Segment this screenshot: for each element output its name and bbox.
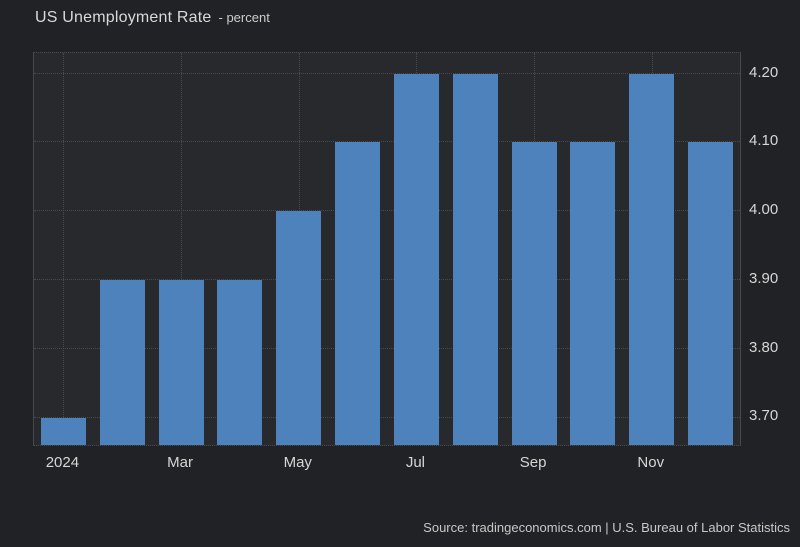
bar-dec-2024[interactable] [688,142,734,445]
h-gridline [34,210,740,212]
y-axis-label: 4.20 [749,63,779,81]
x-axis-label: Nov [637,454,665,471]
bar-jul-2024[interactable] [393,73,439,445]
y-axis-label: 4.00 [749,201,779,219]
h-gridline [34,278,740,280]
x-axis-label: Mar [167,454,193,471]
h-gridline [34,347,740,349]
source-credit: Source: tradingeconomics.com | U.S. Bure… [423,520,790,535]
plot-area [33,52,741,446]
bar-oct-2024[interactable] [570,142,616,445]
bar-feb-2024[interactable] [99,279,145,445]
chart-title: US Unemployment Rate [35,9,212,26]
bar-nov-2024[interactable] [629,73,675,445]
y-axis-label: 3.70 [749,407,779,425]
x-axis-label: 2024 [45,454,80,471]
bar-mar-2024[interactable] [158,279,204,445]
h-gridline [34,141,740,143]
h-gridline [34,416,740,418]
bar-jun-2024[interactable] [335,142,381,445]
v-gridline [181,53,183,445]
bar-may-2024[interactable] [276,211,322,445]
bar-apr-2024[interactable] [217,279,263,445]
y-axis-label: 3.90 [749,269,779,287]
y-axis-label: 3.80 [749,338,779,356]
bar-jan-2024[interactable] [40,417,86,445]
bar-aug-2024[interactable] [452,73,498,445]
h-gridline [34,72,740,74]
chart-subtitle: - percent [218,10,270,25]
x-axis-label: Jul [405,454,425,471]
x-axis-label: May [283,454,312,471]
x-axis-label: Sep [519,454,547,471]
bar-sep-2024[interactable] [511,142,557,445]
v-gridline [63,53,65,445]
y-axis-label: 4.10 [749,132,779,150]
chart-header: US Unemployment Rate - percent [35,9,270,27]
